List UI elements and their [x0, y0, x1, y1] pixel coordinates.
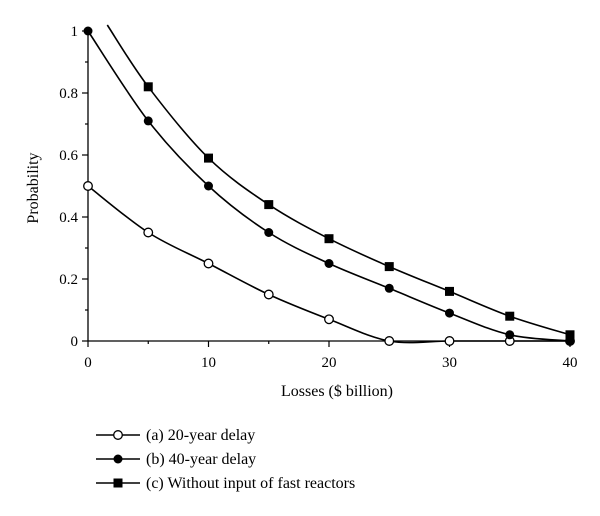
legend-label-3: (c) Without input of fast reactors — [146, 475, 355, 492]
legend-marker-3 — [113, 478, 123, 488]
series-1-point — [444, 336, 455, 346]
series-3-point — [445, 286, 454, 296]
y-tick-label: 0 — [71, 334, 79, 350]
series-3-point — [384, 262, 394, 272]
series-2-point — [384, 283, 394, 293]
y-tick-label: 0.2 — [59, 272, 78, 288]
series-line-2 — [87, 30, 571, 342]
y-tick-label: 0.8 — [59, 86, 78, 102]
series-2-point — [143, 116, 153, 126]
series-2-point — [83, 26, 93, 36]
x-tick-label: 10 — [201, 355, 216, 371]
series-lines — [87, 24, 571, 344]
y-tick-label: 0.6 — [59, 148, 78, 164]
legend-label-1: (a) 20-year delay — [146, 427, 255, 444]
y-tick-label: 1 — [71, 24, 79, 40]
y-tick-label: 0.4 — [59, 210, 78, 226]
series-2-point — [505, 330, 515, 340]
series-1-point — [143, 227, 154, 238]
legend: (a) 20-year delay (b) 40-year delay (c) Wi… — [96, 427, 355, 492]
series-1-point — [324, 314, 334, 325]
x-tick-label: 20 — [322, 355, 337, 371]
series-1-point — [203, 258, 214, 269]
series-3-point — [324, 234, 334, 244]
series-2-point — [264, 228, 274, 237]
x-axis-label: Losses ($ billion) — [281, 383, 393, 400]
series-3-point — [505, 311, 515, 321]
series-1-point — [384, 336, 395, 346]
x-tick-label: 0 — [84, 355, 92, 371]
legend-label-2: (b) 40-year delay — [146, 451, 256, 468]
y-axis-label: Probability — [25, 152, 42, 223]
series-1-point — [263, 289, 274, 300]
series-3-point — [565, 330, 575, 340]
series-2-point — [204, 181, 213, 191]
axes — [87, 27, 570, 342]
series-3-point — [204, 153, 213, 163]
x-tick-label: 30 — [442, 355, 457, 371]
series-line-3 — [106, 24, 571, 336]
legend-marker-1 — [113, 430, 123, 440]
series-2-point — [324, 259, 334, 268]
series-1-point — [83, 181, 93, 191]
series-3-point — [143, 82, 153, 92]
ticks: 0 10 20 30 40 0 0.2 0.4 0.6 0.8 1 — [59, 24, 577, 371]
series-markers — [83, 26, 575, 346]
legend-marker-2 — [113, 454, 123, 464]
series-3-point — [264, 200, 274, 210]
x-tick-label: 40 — [563, 355, 578, 371]
series-2-point — [445, 308, 454, 318]
